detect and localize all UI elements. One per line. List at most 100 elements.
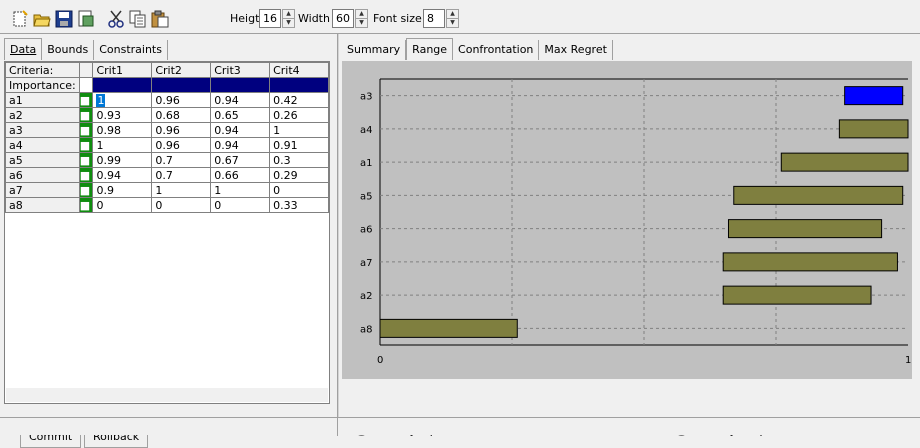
row-marker-icon[interactable]: ■ (78, 92, 94, 108)
table-cell[interactable]: 0.26 (269, 107, 329, 123)
spin-up-icon[interactable]: ▲ (447, 10, 458, 19)
table-cell[interactable]: 0.96 (151, 92, 212, 108)
crit1-header[interactable]: Crit1 (92, 62, 153, 78)
x-tick-label: 0 (377, 355, 383, 366)
table-cell[interactable]: 0.65 (210, 107, 271, 123)
table-cell[interactable]: 0.68 (151, 107, 212, 123)
spin-up-icon[interactable]: ▲ (356, 10, 367, 19)
category-label: a8 (360, 324, 373, 335)
tab-summary[interactable]: Summary (342, 40, 407, 60)
table-cell[interactable]: 0.96 (151, 137, 212, 153)
height-spinner[interactable]: ▲ ▼ (282, 9, 295, 28)
table-cell[interactable]: 0.42 (269, 92, 329, 108)
table-cell[interactable]: 0.29 (269, 167, 329, 183)
export-icon[interactable] (76, 9, 96, 29)
table-cell[interactable]: 0 (269, 182, 329, 198)
data-grid[interactable]: Criteria: Crit1 Crit2 Crit3 Crit4 Import… (4, 61, 330, 404)
importance-cell[interactable] (210, 77, 271, 93)
right-tabs: Summary Range Confrontation Max Regret (342, 38, 613, 60)
row-label: a6 (5, 167, 80, 183)
tab-confrontation[interactable]: Confrontation (453, 40, 540, 60)
row-label: a3 (5, 122, 80, 138)
table-cell[interactable]: 0 (151, 197, 212, 213)
row-marker-icon[interactable]: ■ (78, 152, 94, 168)
width-field[interactable]: 60 (332, 9, 354, 28)
crit4-header[interactable]: Crit4 (269, 62, 329, 78)
tab-data[interactable]: Data (4, 38, 43, 60)
tab-bounds[interactable]: Bounds (42, 40, 95, 60)
row-marker-icon[interactable]: ■ (78, 167, 94, 183)
table-row: a3 ■ 0.98 0.96 0.94 1 (5, 122, 329, 138)
table-cell[interactable]: 0.7 (151, 152, 212, 168)
row-label: a1 (5, 92, 80, 108)
category-label: a4 (360, 125, 373, 136)
x-tick-label: 1 (905, 355, 911, 366)
row-marker-icon[interactable]: ■ (78, 137, 94, 153)
spin-down-icon[interactable]: ▼ (359, 19, 364, 26)
table-cell[interactable]: 1 (92, 137, 153, 153)
table-cell[interactable]: 1 (210, 182, 271, 198)
crit2-header[interactable]: Crit2 (151, 62, 212, 78)
category-label: a1 (360, 158, 373, 169)
font-size-spinner[interactable]: ▲ ▼ (446, 9, 459, 28)
panel-splitter[interactable] (337, 34, 339, 435)
status-bar (0, 417, 920, 436)
table-cell[interactable]: 0.9 (92, 182, 153, 198)
table-cell[interactable]: 0.96 (151, 122, 212, 138)
table-cell[interactable]: 0.94 (210, 92, 271, 108)
range-bar-a5 (733, 185, 904, 205)
spin-down-icon[interactable]: ▼ (450, 19, 455, 26)
category-label: a5 (360, 191, 373, 202)
marker-cell (78, 77, 94, 93)
font-size-field[interactable]: 8 (423, 9, 445, 28)
tab-constraints[interactable]: Constraints (94, 40, 168, 60)
crit3-header[interactable]: Crit3 (210, 62, 271, 78)
category-label: a3 (360, 92, 373, 103)
table-cell[interactable]: 1 (151, 182, 212, 198)
table-cell[interactable]: 0.98 (92, 122, 153, 138)
table-cell[interactable]: 1 (92, 92, 153, 108)
table-cell[interactable]: 1 (269, 122, 329, 138)
open-icon[interactable] (32, 9, 52, 29)
table-cell[interactable]: 0.94 (92, 167, 153, 183)
new-icon[interactable] (10, 9, 30, 29)
importance-cell[interactable] (151, 77, 212, 93)
cut-icon[interactable] (106, 9, 126, 29)
row-marker-icon[interactable]: ■ (78, 122, 94, 138)
tab-range[interactable]: Range (406, 38, 454, 60)
table-row: a1 ■ 1 0.96 0.94 0.42 (5, 92, 329, 108)
table-row: a8 ■ 0 0 0 0.33 (5, 197, 329, 213)
table-cell[interactable]: 0 (92, 197, 153, 213)
table-cell[interactable]: 0.99 (92, 152, 153, 168)
font-size-label: Font size (373, 12, 422, 25)
row-marker-icon[interactable]: ■ (78, 197, 94, 213)
table-cell[interactable]: 0.94 (210, 122, 271, 138)
table-cell[interactable]: 0.91 (269, 137, 329, 153)
marker-header (78, 62, 94, 78)
table-cell[interactable]: 0.94 (210, 137, 271, 153)
importance-cell[interactable] (269, 77, 329, 93)
table-cell[interactable]: 0.7 (151, 167, 212, 183)
table-cell[interactable]: 0.3 (269, 152, 329, 168)
width-spinner[interactable]: ▲ ▼ (355, 9, 368, 28)
spin-down-icon[interactable]: ▼ (286, 19, 291, 26)
save-icon[interactable] (54, 9, 74, 29)
spin-up-icon[interactable]: ▲ (283, 10, 294, 19)
left-panel: Data Bounds Constraints Criteria: Crit1 … (0, 34, 337, 448)
table-cell[interactable]: 0 (210, 197, 271, 213)
horizontal-scrollbar[interactable] (6, 388, 328, 402)
selected-cell-value[interactable]: 1 (96, 93, 106, 107)
table-cell[interactable]: 0.33 (269, 197, 329, 213)
row-marker-icon[interactable]: ■ (78, 107, 94, 123)
paste-icon[interactable] (150, 9, 170, 29)
row-marker-icon[interactable]: ■ (78, 182, 94, 198)
table-cell[interactable]: 0.67 (210, 152, 271, 168)
height-field[interactable]: 16 (259, 9, 281, 28)
width-label: Width (298, 12, 330, 25)
importance-cell[interactable] (92, 77, 153, 93)
table-cell[interactable]: 0.93 (92, 107, 153, 123)
copy-icon[interactable] (128, 9, 148, 29)
table-cell[interactable]: 0.66 (210, 167, 271, 183)
tab-max-regret[interactable]: Max Regret (539, 40, 613, 60)
height-label: Heigth (230, 12, 267, 25)
